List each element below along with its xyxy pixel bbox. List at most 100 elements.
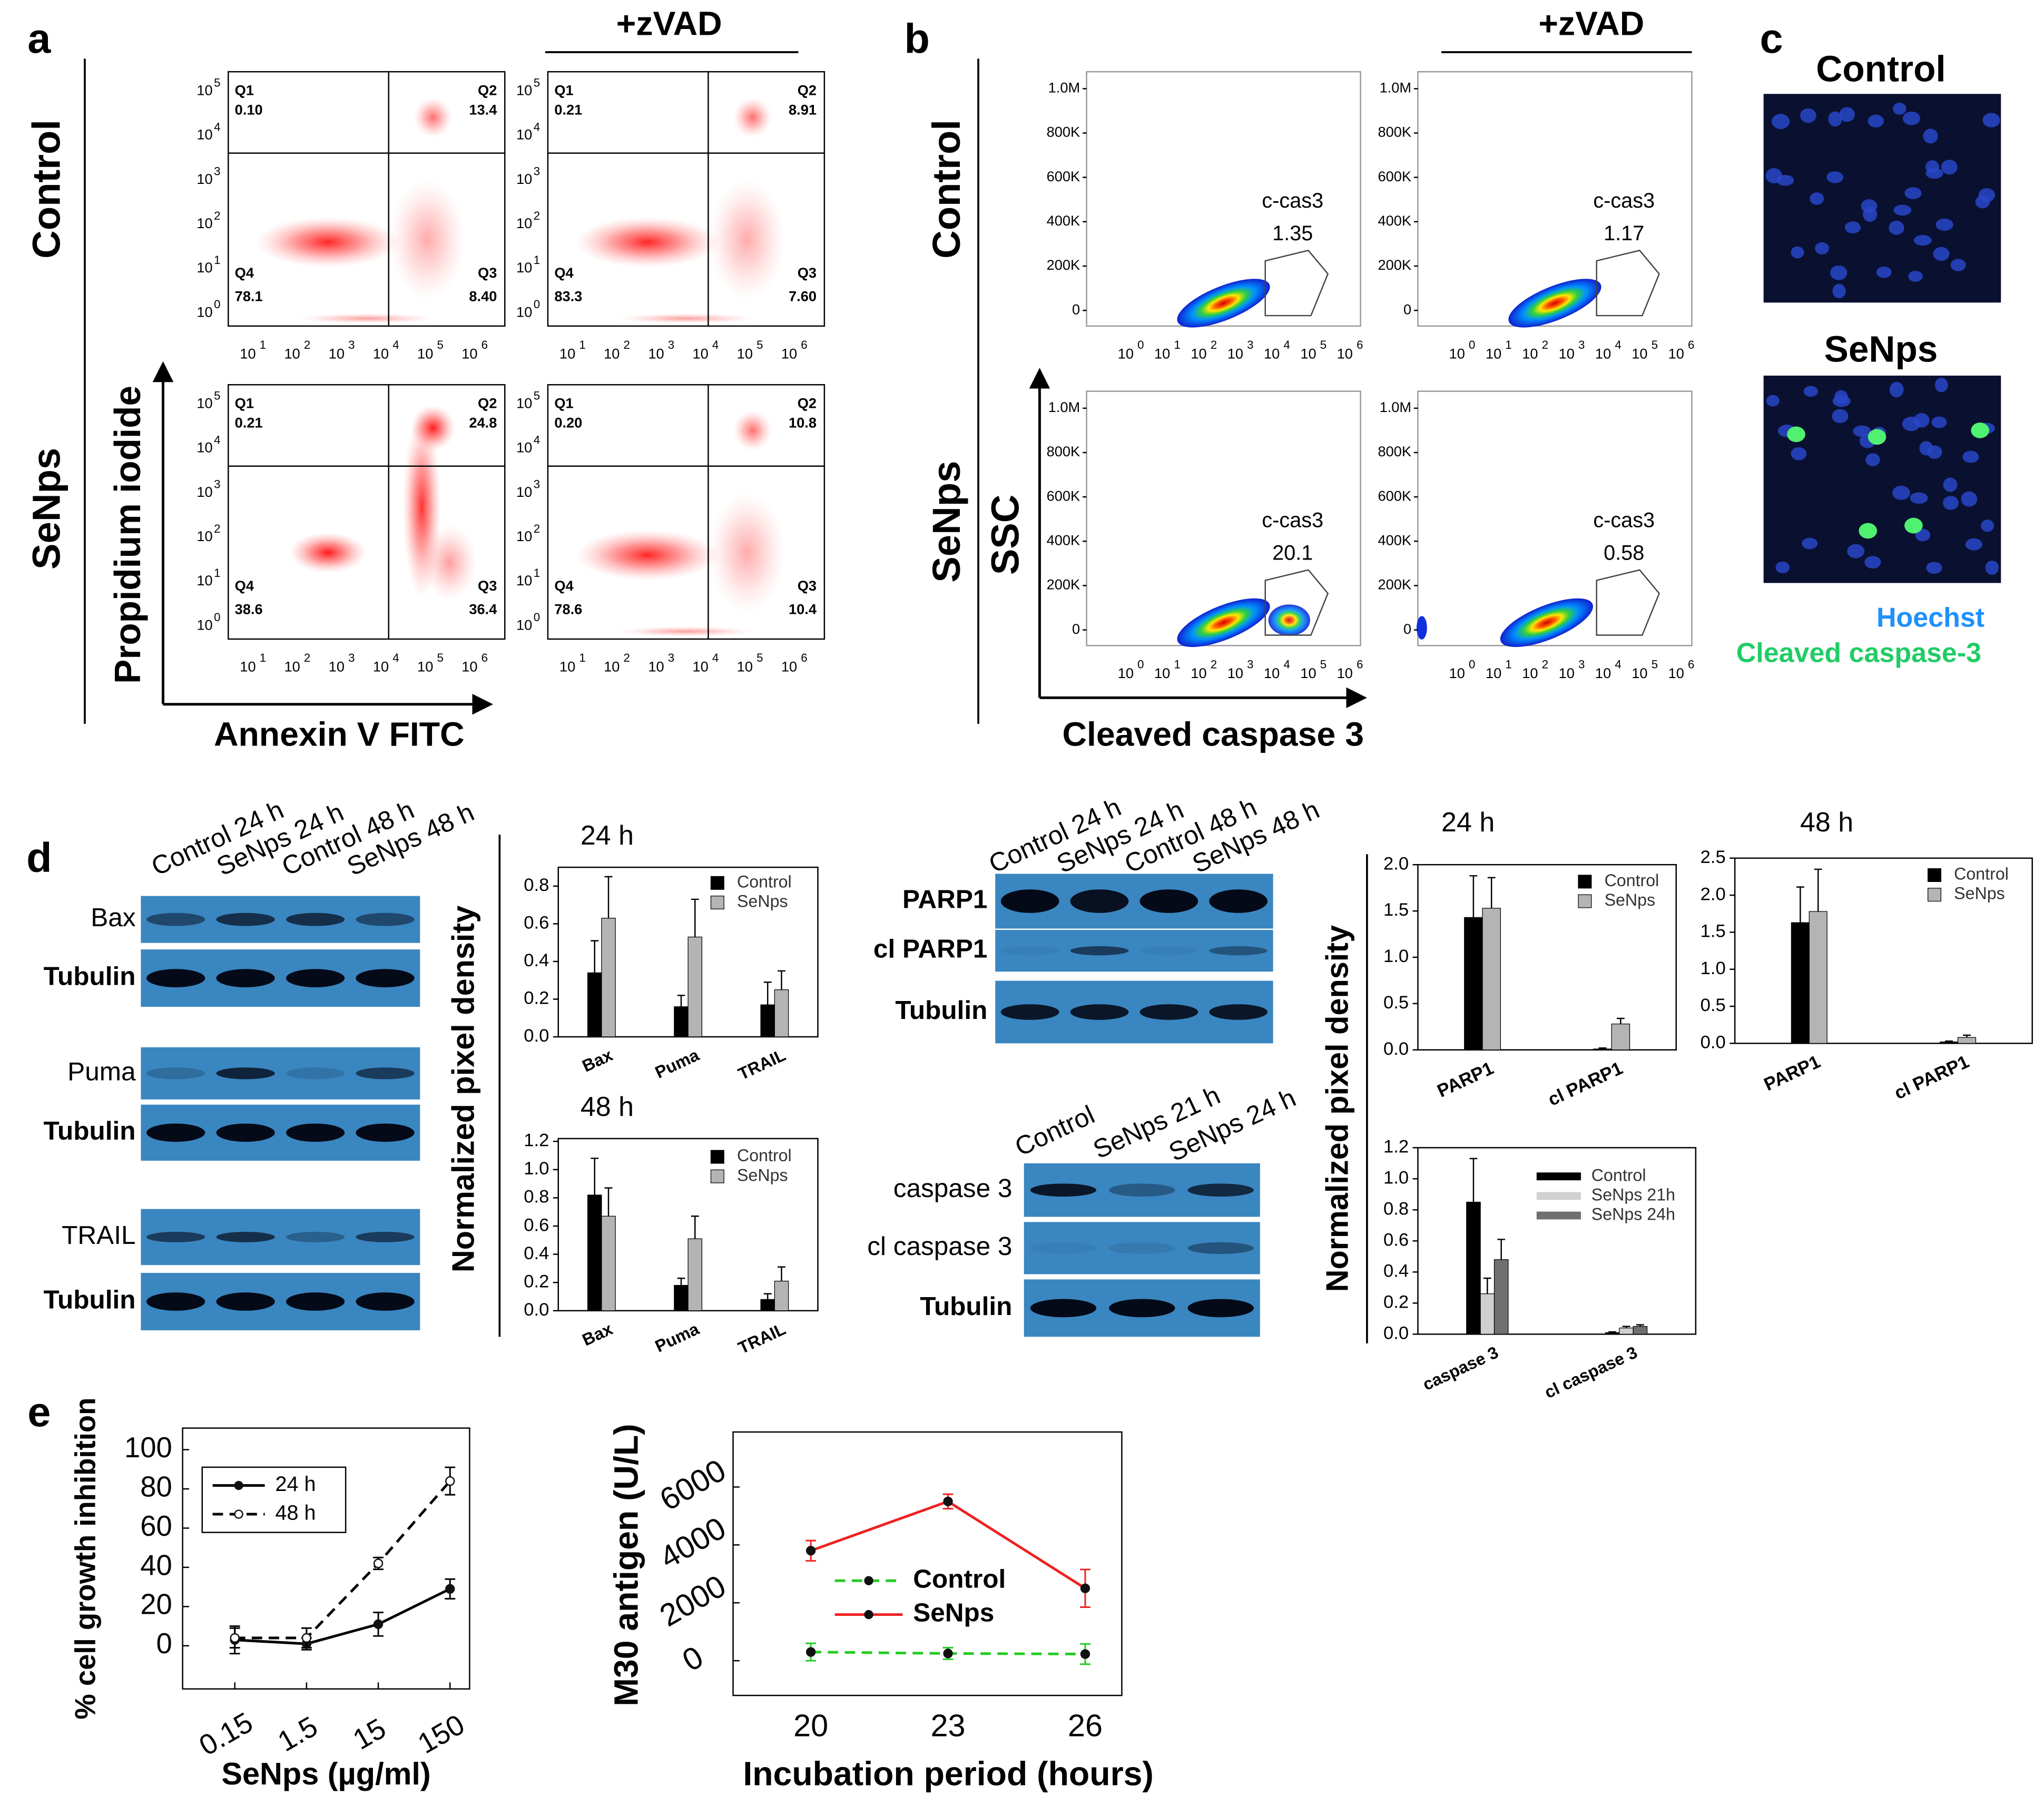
panel-label: a xyxy=(27,15,51,62)
error-bar xyxy=(1622,1326,1630,1328)
quadrant-name: Q3 xyxy=(798,577,817,594)
nucleus xyxy=(1982,113,2000,127)
x-tick-label: 10 xyxy=(1632,346,1647,362)
band xyxy=(216,969,275,987)
bar xyxy=(1464,917,1483,1051)
blot-row-label: caspase 3 xyxy=(893,1174,1013,1203)
nucleus xyxy=(1892,485,1910,500)
y-tick-label: 10 xyxy=(196,215,212,231)
treatment-label: +zVAD xyxy=(1538,5,1644,43)
x-tick-label: 10 xyxy=(1154,346,1170,362)
nucleus xyxy=(1985,561,1999,575)
legend-label: 48 h xyxy=(275,1501,316,1524)
quadrant-value: 10.8 xyxy=(789,415,817,431)
quadrant-value: 24.8 xyxy=(469,415,497,431)
micrograph xyxy=(1763,375,2001,583)
x-tick-label: 10 xyxy=(284,346,300,362)
y-tick-label: 10 xyxy=(516,528,532,544)
y-tick-label: 400K xyxy=(1047,532,1080,548)
y-tick-exponent: 4 xyxy=(534,434,540,447)
y-tick-label: 0 xyxy=(1403,621,1411,637)
legend-label: SeNps xyxy=(913,1598,994,1627)
band xyxy=(356,1232,415,1242)
y-tick-exponent: 3 xyxy=(534,165,540,178)
nucleus xyxy=(1847,544,1865,558)
x-tick-label: 10 xyxy=(1595,346,1611,362)
plot-frame xyxy=(182,1427,470,1690)
density xyxy=(421,524,477,601)
quadrant-name: Q3 xyxy=(478,264,497,281)
x-tick-label: 10 xyxy=(329,659,345,675)
legend-marker xyxy=(864,1610,873,1620)
y-tick-exponent: 1 xyxy=(214,253,220,267)
band xyxy=(1139,946,1198,956)
blot-strip xyxy=(1024,1222,1260,1274)
band xyxy=(1070,889,1129,913)
nucleus xyxy=(1864,556,1881,568)
x-tick-exponent: 1 xyxy=(579,651,585,664)
error-bar xyxy=(1469,875,1478,918)
y-tick-label: 10 xyxy=(516,395,532,411)
y-tick-label: 400K xyxy=(1047,212,1080,229)
band xyxy=(146,1292,205,1311)
axis-title: Propidium iodide xyxy=(107,386,148,684)
x-tick-label: 10 xyxy=(1668,346,1684,362)
y-tick-label: 40 xyxy=(140,1549,172,1581)
error-bar xyxy=(1483,1277,1491,1294)
bar xyxy=(1593,1048,1612,1051)
y-tick-label: 0.6 xyxy=(1383,1230,1409,1250)
legend-label: SeNps 21h xyxy=(1591,1185,1675,1204)
y-tick-label: 200K xyxy=(1378,576,1412,593)
nucleus xyxy=(1791,447,1807,460)
error-bar xyxy=(1814,868,1822,912)
bar xyxy=(1480,1293,1495,1335)
image-title: SeNps xyxy=(1824,329,1938,370)
x-tick-exponent: 1 xyxy=(1505,658,1511,671)
x-tick-exponent: 0 xyxy=(1469,658,1475,671)
density xyxy=(414,97,453,138)
y-tick-label: 10 xyxy=(196,484,212,500)
axis-title: Cleaved caspase 3 xyxy=(1062,715,1364,753)
nucleus xyxy=(1815,242,1829,254)
band xyxy=(1030,1299,1097,1318)
y-tick-exponent: 1 xyxy=(534,566,540,580)
plot-frame xyxy=(1734,857,2033,1044)
nucleus xyxy=(1902,416,1920,431)
axis-title: SeNps (µg/ml) xyxy=(221,1756,430,1791)
plot-frame xyxy=(547,71,826,327)
nucleus xyxy=(1802,537,1818,550)
density xyxy=(289,532,367,573)
marker xyxy=(1080,1583,1090,1593)
x-tick-exponent: 4 xyxy=(712,651,719,664)
band xyxy=(216,913,275,926)
x-tick-label: 10 xyxy=(1668,665,1684,681)
x-tick-label: 10 xyxy=(648,346,664,362)
nucleus xyxy=(1893,102,1907,115)
y-tick-label: 600K xyxy=(1047,487,1080,504)
gate xyxy=(1264,569,1329,636)
y-tick-label: 0 xyxy=(156,1627,172,1660)
x-tick-exponent: 4 xyxy=(1283,658,1290,671)
x-tick-exponent: 5 xyxy=(437,651,443,664)
nucleus xyxy=(1931,416,1947,428)
quadrant-name: Q1 xyxy=(235,395,254,411)
band xyxy=(286,1123,345,1142)
y-tick-label: 600K xyxy=(1378,168,1412,184)
x-tick-exponent: 0 xyxy=(1137,338,1144,351)
marker xyxy=(373,1619,384,1630)
x-tick-exponent: 2 xyxy=(1542,338,1548,351)
band xyxy=(146,913,205,926)
y-tick-label: 10 xyxy=(516,171,532,187)
panel-label: b xyxy=(904,15,929,62)
blot-row-label: Tubulin xyxy=(43,1116,135,1145)
marker xyxy=(805,1546,816,1556)
band xyxy=(1109,1242,1175,1254)
band xyxy=(146,1232,205,1242)
chart-title: 24 h xyxy=(1441,807,1495,838)
image-title: Control xyxy=(1816,48,1945,89)
legend-label: Control xyxy=(1954,865,2009,884)
axis-title: % cell growth inhibition xyxy=(69,1398,101,1720)
legend-marker xyxy=(864,1576,873,1585)
x-tick-exponent: 1 xyxy=(1174,338,1180,351)
y-tick-label: 2.0 xyxy=(1701,884,1726,904)
